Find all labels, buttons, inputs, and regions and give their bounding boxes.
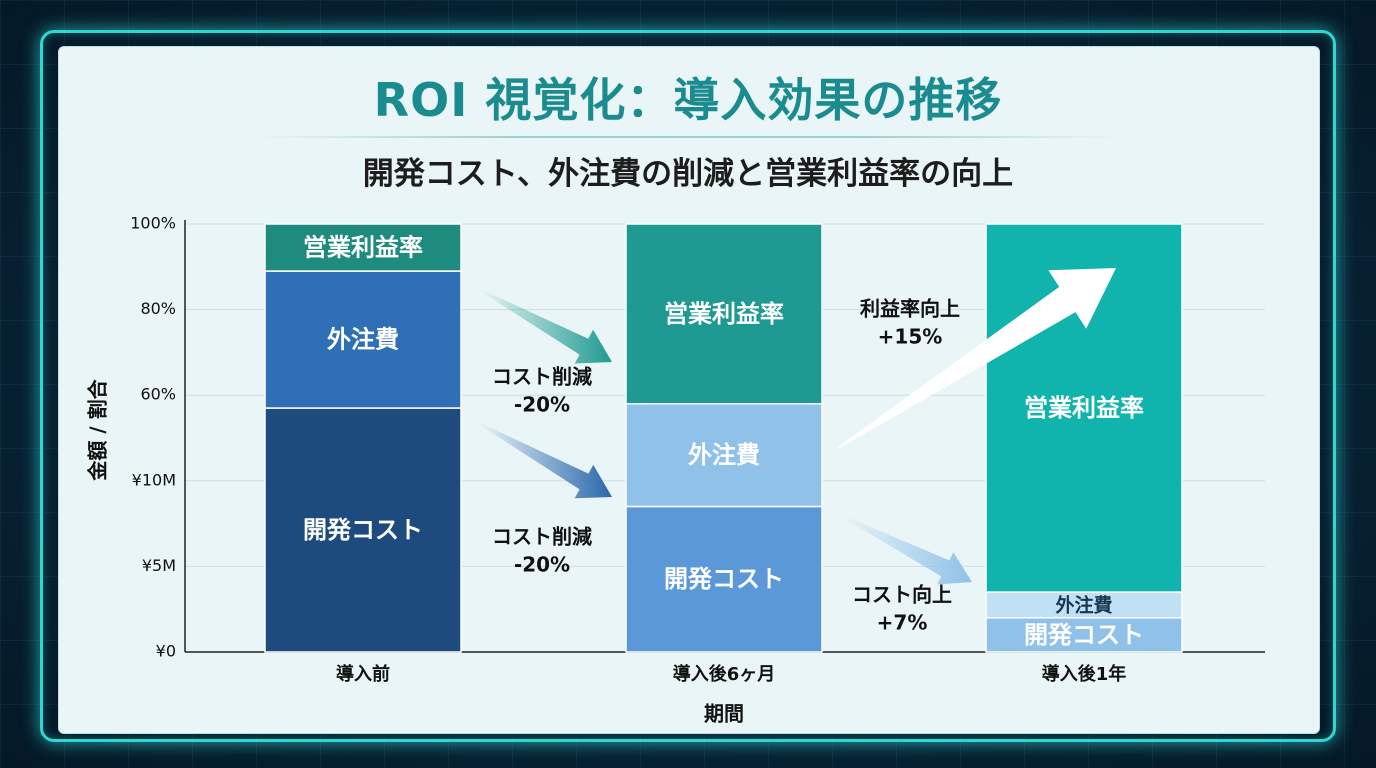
dev-cost-segment-label: 開発コスト — [303, 516, 423, 544]
margin-segment — [985, 223, 1183, 593]
y-tick-label: 80% — [140, 299, 176, 318]
outsourcing-segment-label: 外注費 — [688, 441, 760, 469]
margin-segment-label: 営業利益率 — [664, 300, 784, 328]
glowing-frame — [40, 30, 1336, 742]
dev-cost-segment — [985, 617, 1183, 653]
margin-segment — [625, 223, 823, 405]
annotation-value: -20% — [514, 553, 570, 577]
annotation-label: 利益率向上 — [860, 297, 960, 321]
title-divider — [260, 136, 1116, 138]
annotation-label: コスト削減 — [492, 365, 592, 389]
y-tick-label: 100% — [130, 214, 176, 233]
x-tick-label: 導入前 — [336, 663, 390, 685]
annotation-arrow — [837, 268, 1116, 449]
y-tick-label: ¥0 — [156, 642, 176, 661]
y-tick-label: 60% — [140, 385, 176, 404]
outsourcing-segment — [625, 403, 823, 508]
outsourcing-segment — [264, 270, 462, 409]
annotation-arrow — [841, 515, 972, 585]
margin-segment-label: 営業利益率 — [303, 234, 423, 262]
annotation-value: +7% — [877, 611, 928, 635]
margin-segment-label: 営業利益率 — [1024, 394, 1144, 422]
dev-cost-segment — [264, 407, 462, 653]
annotation-arrow — [479, 423, 612, 499]
y-axis-label: 金額 / 割合 — [85, 379, 110, 481]
margin-segment — [264, 223, 462, 272]
outsourcing-segment-label: 外注費 — [1055, 593, 1112, 616]
annotation-value: +15% — [878, 325, 943, 349]
x-tick-label: 導入後6ヶ月 — [673, 663, 776, 685]
annotation-arrow — [479, 289, 612, 364]
dev-cost-segment-label: 開発コスト — [1024, 621, 1144, 649]
x-axis-label: 期間 — [704, 701, 744, 726]
y-tick-label: ¥5M — [142, 556, 176, 575]
annotation-label: コスト削減 — [492, 525, 592, 549]
y-tick-label: ¥10M — [132, 470, 176, 489]
x-tick-label: 導入後1年 — [1042, 663, 1127, 685]
dev-cost-segment-label: 開発コスト — [664, 565, 784, 593]
chart-subtitle: 開発コスト、外注費の削減と営業利益率の向上 — [362, 156, 1014, 192]
chart-title: ROI 視覚化：導入効果の推移 — [373, 73, 1003, 127]
outsourcing-segment-label: 外注費 — [327, 326, 399, 354]
annotation-value: -20% — [514, 393, 570, 417]
annotation-label: コスト向上 — [852, 583, 952, 607]
